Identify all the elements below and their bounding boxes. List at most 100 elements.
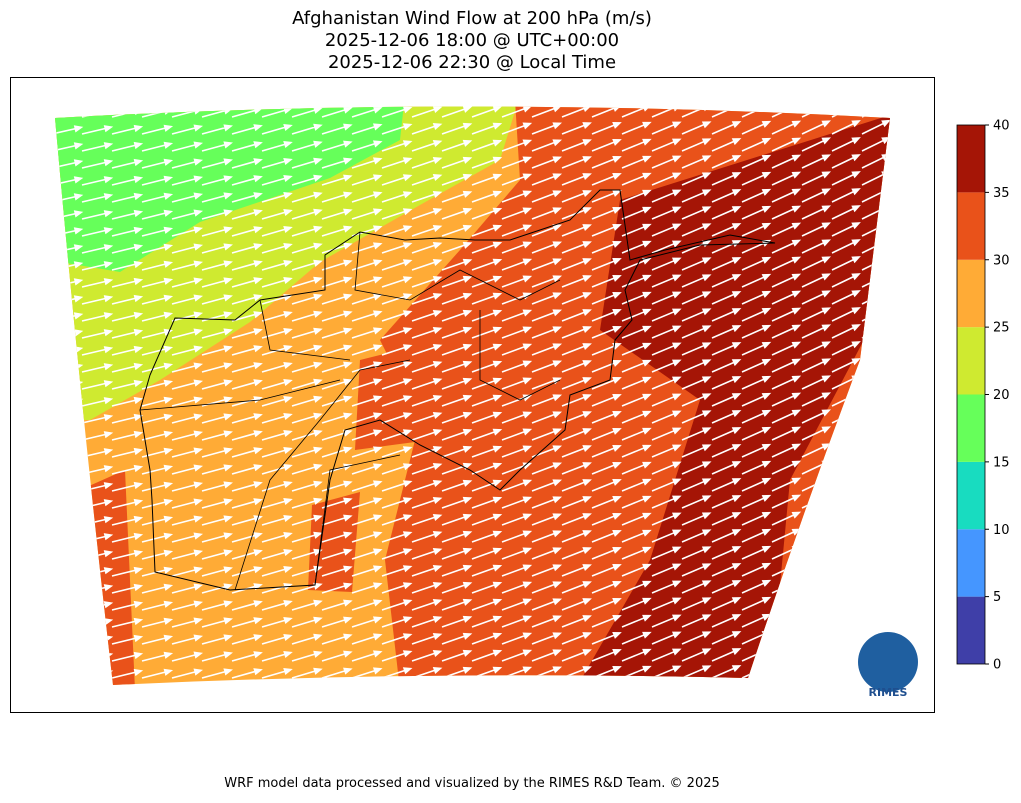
wind-arrow bbox=[141, 294, 174, 305]
wind-arrow bbox=[561, 139, 592, 152]
wind-arrow bbox=[501, 513, 533, 526]
wind-arrow bbox=[771, 511, 802, 526]
wind-arrow bbox=[411, 140, 443, 152]
wind-arrow bbox=[141, 481, 174, 492]
wind-arrow bbox=[55, 601, 84, 611]
wind-arrow bbox=[441, 530, 473, 543]
colorbar-tick-label: 30 bbox=[993, 253, 1010, 268]
wind-arrow bbox=[55, 550, 84, 560]
wind-arrow bbox=[892, 240, 919, 253]
wind-arrow bbox=[411, 242, 443, 254]
wind-arrow bbox=[501, 445, 533, 458]
wind-arrow bbox=[321, 582, 353, 594]
wind-arrow bbox=[411, 497, 443, 509]
wind-arrow bbox=[531, 139, 563, 152]
wind-arrow bbox=[501, 649, 533, 662]
colorbar-segment bbox=[957, 596, 985, 664]
wind-arrow bbox=[55, 482, 84, 492]
wind-arrow bbox=[621, 206, 652, 220]
wind-arrow bbox=[531, 292, 563, 305]
wind-arrow bbox=[201, 141, 233, 152]
wind-arrow bbox=[831, 579, 861, 594]
wind-arrow bbox=[52, 92, 81, 100]
wind-arrow bbox=[291, 616, 323, 628]
wind-arrow bbox=[831, 511, 861, 526]
wind-arrow bbox=[441, 513, 473, 526]
wind-arrow bbox=[261, 531, 293, 543]
wind-arrow bbox=[81, 312, 114, 322]
wind-arrow bbox=[892, 325, 919, 338]
wind-arrow bbox=[771, 392, 802, 407]
wind-arrow bbox=[741, 154, 772, 169]
wind-arrow bbox=[142, 92, 171, 100]
wind-arrow bbox=[111, 141, 144, 152]
wind-arrow bbox=[741, 511, 772, 526]
wind-arrow bbox=[531, 394, 563, 407]
wind-arrow bbox=[711, 393, 742, 407]
wind-arrow bbox=[892, 546, 919, 559]
wind-arrow bbox=[201, 583, 233, 594]
wind-arrow bbox=[291, 327, 323, 339]
wind-arrow bbox=[111, 175, 144, 186]
wind-arrow bbox=[621, 597, 652, 611]
colorbar-tick-label: 5 bbox=[993, 590, 1001, 605]
wind-arrow bbox=[801, 324, 832, 339]
wind-arrow bbox=[801, 562, 832, 577]
wind-arrow bbox=[591, 682, 622, 685]
wind-arrow bbox=[771, 664, 802, 679]
wind-arrow bbox=[351, 395, 383, 407]
wind-arrow bbox=[561, 496, 592, 509]
wind-arrow bbox=[411, 174, 443, 186]
wind-arrow bbox=[621, 172, 652, 186]
wind-arrow bbox=[411, 310, 443, 322]
wind-arrow bbox=[351, 446, 383, 458]
wind-arrow bbox=[171, 651, 204, 662]
wind-arrow bbox=[501, 241, 533, 254]
wind-arrow bbox=[801, 171, 832, 186]
wind-arrow bbox=[201, 175, 233, 186]
wind-arrow bbox=[81, 295, 114, 305]
wind-arrow bbox=[861, 374, 890, 390]
wind-arrow bbox=[471, 343, 503, 356]
wind-arrow bbox=[321, 633, 353, 645]
wind-arrow bbox=[801, 307, 832, 322]
wind-arrow bbox=[411, 344, 443, 356]
wind-arrow bbox=[261, 191, 293, 203]
wind-arrow bbox=[231, 141, 263, 152]
wind-arrow bbox=[741, 375, 772, 390]
wind-arrow bbox=[621, 325, 652, 339]
wind-arrow bbox=[711, 580, 742, 594]
wind-arrow bbox=[141, 175, 174, 186]
wind-arrow bbox=[111, 260, 144, 271]
wind-arrow bbox=[801, 154, 832, 169]
wind-arrow bbox=[771, 222, 802, 237]
wind-arrow bbox=[411, 293, 443, 305]
wind-arrow bbox=[831, 477, 861, 492]
wind-arrow bbox=[681, 597, 712, 611]
wind-arrow bbox=[321, 259, 353, 271]
wind-arrow bbox=[501, 275, 533, 288]
wind-arrow bbox=[771, 188, 802, 203]
wind-arrow bbox=[261, 616, 293, 628]
wind-arrow bbox=[441, 649, 473, 662]
wind-arrow bbox=[861, 425, 890, 441]
wind-arrow bbox=[411, 633, 443, 645]
wind-arrow bbox=[771, 171, 802, 186]
wind-arrow bbox=[201, 668, 233, 679]
wind-arrow bbox=[171, 481, 204, 492]
wind-arrow bbox=[801, 647, 832, 662]
wind-arrow bbox=[591, 359, 622, 373]
wind-arrow bbox=[411, 208, 443, 220]
wind-arrow bbox=[231, 175, 263, 186]
wind-arrow bbox=[621, 563, 652, 577]
wind-arrow bbox=[801, 596, 832, 611]
wind-arrow bbox=[441, 326, 473, 339]
wind-arrow bbox=[171, 566, 204, 577]
wind-arrow bbox=[351, 497, 383, 509]
wind-arrow bbox=[441, 547, 473, 560]
wind-arrow bbox=[892, 359, 919, 372]
wind-arrow bbox=[201, 617, 233, 628]
wind-arrow bbox=[55, 346, 84, 356]
wind-arrow bbox=[531, 479, 563, 492]
wind-arrow bbox=[141, 515, 174, 526]
